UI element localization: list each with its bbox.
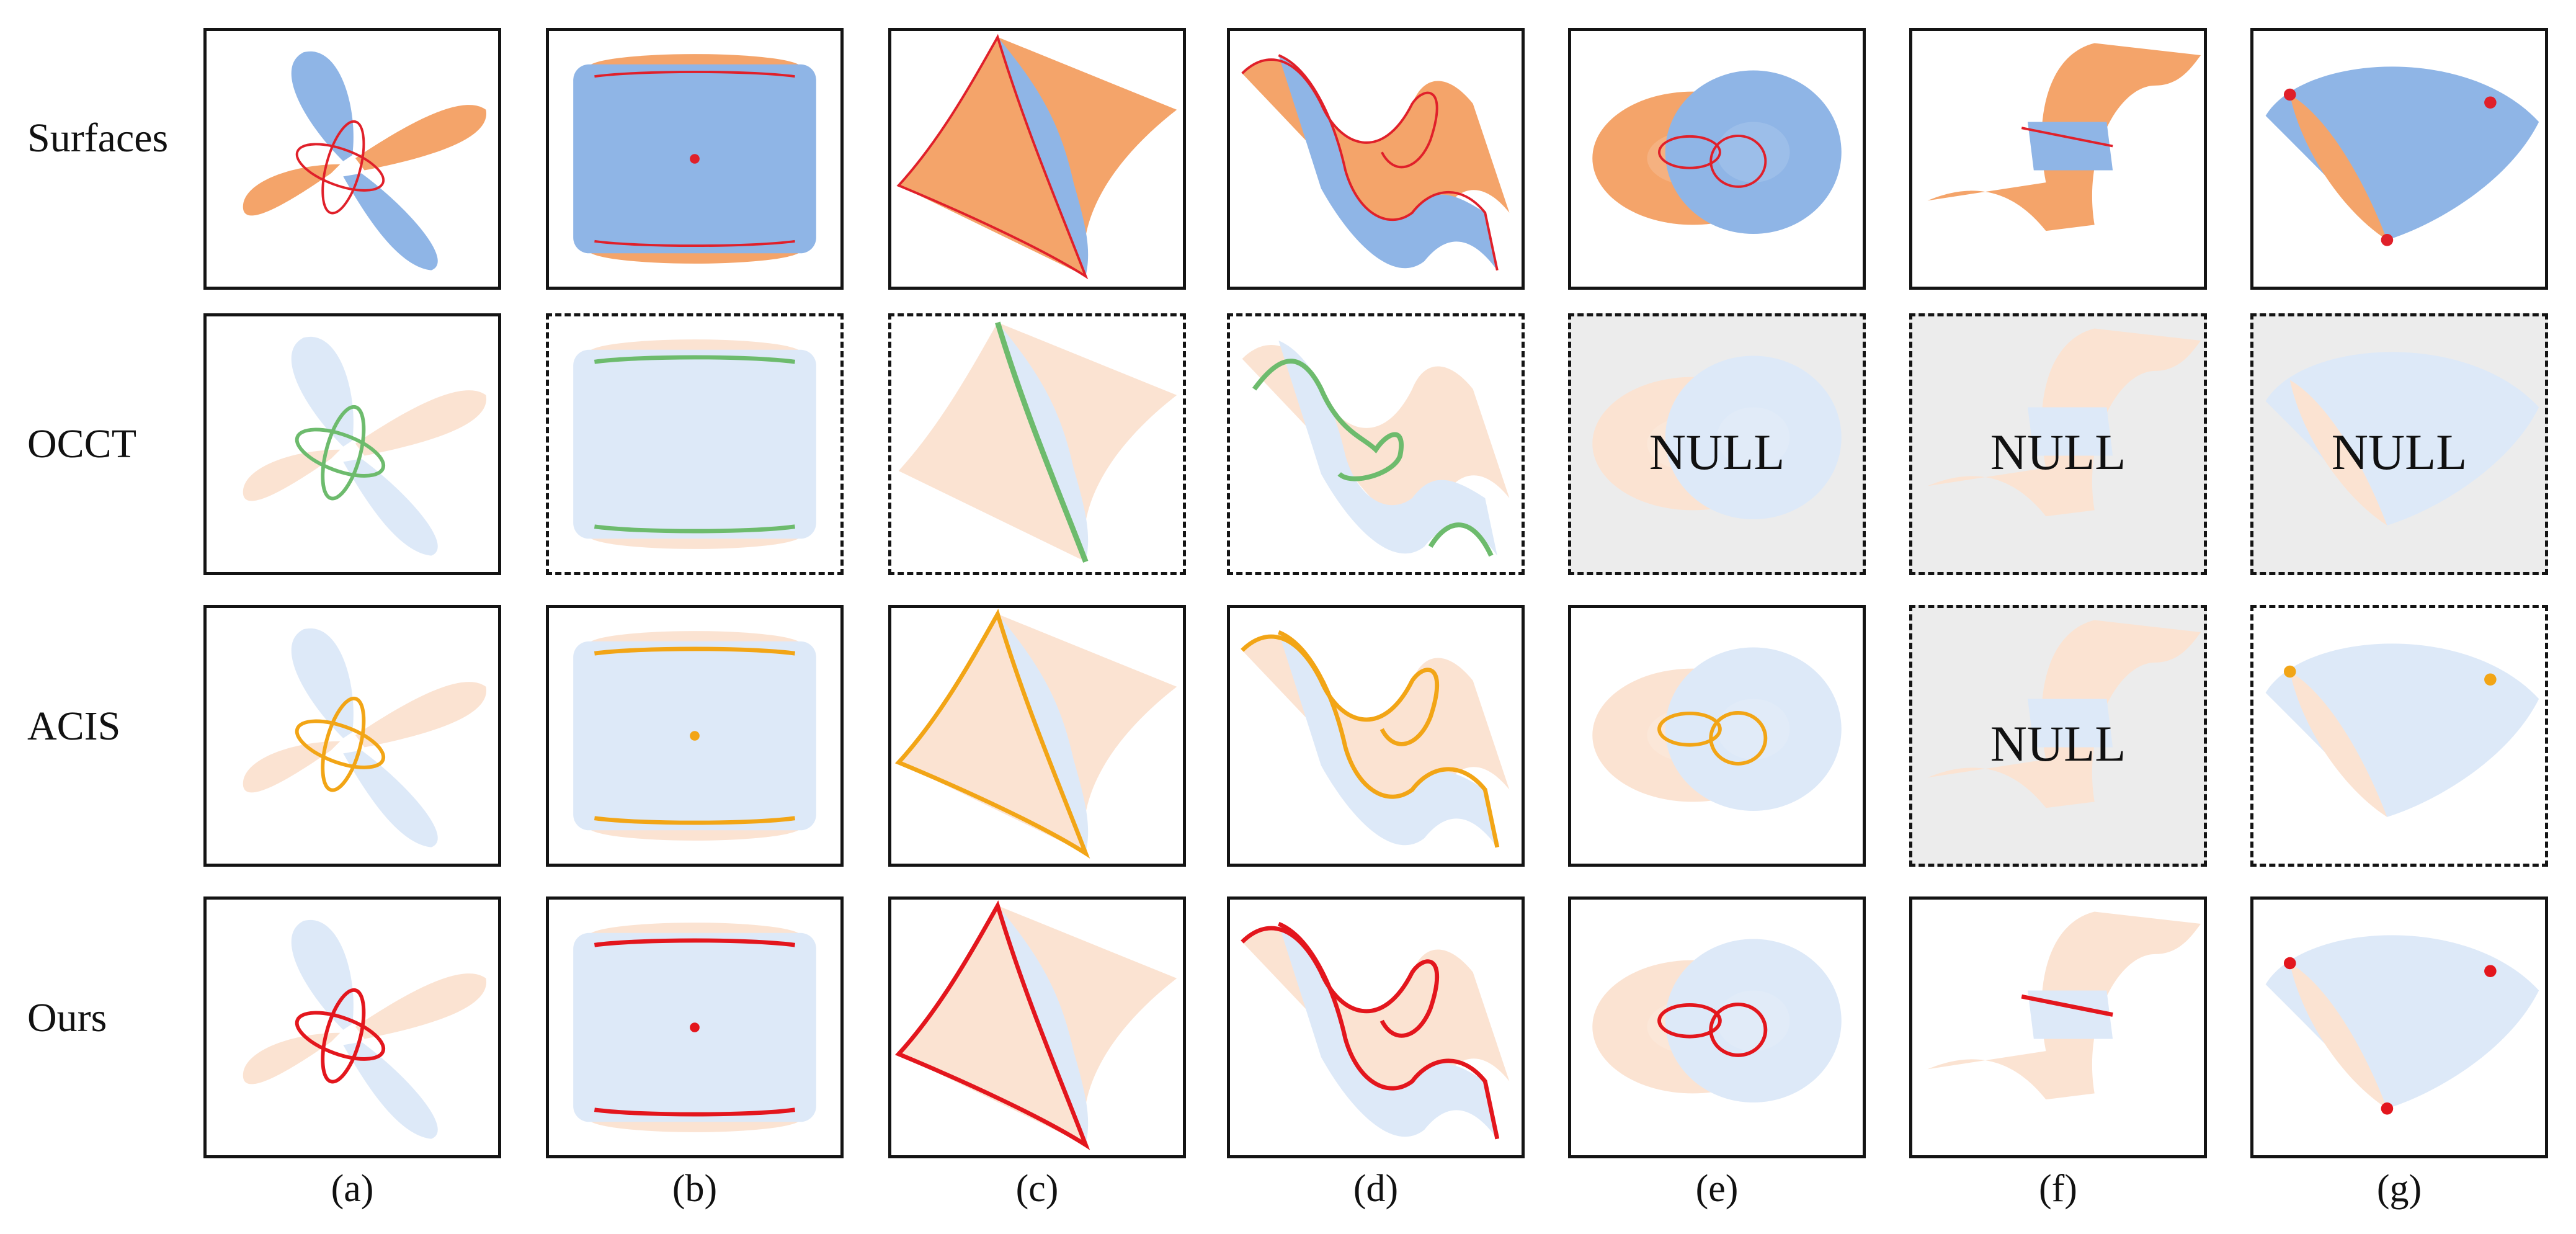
cell-acis-e bbox=[1568, 605, 1866, 867]
column-label-f: (f) bbox=[2039, 1168, 2077, 1210]
surface-illustration bbox=[1592, 70, 1842, 235]
surface-illustration bbox=[573, 54, 816, 264]
surface-illustration bbox=[1927, 328, 2201, 517]
cell-surfaces-g bbox=[2250, 28, 2548, 290]
surface-illustration bbox=[894, 900, 1177, 1150]
cell-occt-c bbox=[888, 313, 1186, 575]
cell-acis-b bbox=[546, 605, 844, 867]
row-label-occt: OCCT bbox=[27, 421, 137, 467]
surface-illustration bbox=[898, 321, 1177, 563]
column-label-b: (b) bbox=[672, 1168, 718, 1210]
surface-illustration bbox=[243, 628, 487, 847]
surface-illustration bbox=[243, 336, 487, 556]
surface-illustration bbox=[896, 34, 1177, 280]
cell-ours-c bbox=[888, 896, 1186, 1158]
surface-illustration bbox=[1927, 911, 2201, 1100]
cell-occt-e: NULL bbox=[1568, 313, 1866, 575]
cell-ours-a bbox=[203, 896, 501, 1158]
row-label-surfaces: Surfaces bbox=[27, 115, 169, 161]
surface-illustration bbox=[1241, 921, 1510, 1140]
surface-illustration bbox=[1592, 939, 1842, 1103]
surface-illustration bbox=[1592, 647, 1842, 811]
cell-occt-d bbox=[1227, 313, 1525, 575]
cell-occt-g: NULL bbox=[2250, 313, 2548, 575]
cell-occt-b bbox=[546, 313, 844, 575]
cell-ours-e bbox=[1568, 896, 1866, 1158]
null-result-label: NULL bbox=[1649, 424, 1785, 480]
column-label-a: (a) bbox=[331, 1168, 374, 1210]
row-label-acis: ACIS bbox=[27, 704, 121, 749]
cell-ours-b bbox=[546, 896, 844, 1158]
cell-surfaces-d bbox=[1227, 28, 1525, 290]
surface-illustration bbox=[1927, 620, 2201, 808]
column-label-g: (g) bbox=[2376, 1168, 2422, 1210]
cell-acis-g bbox=[2250, 605, 2548, 867]
null-result-label: NULL bbox=[2331, 424, 2467, 480]
cell-ours-g bbox=[2250, 896, 2548, 1158]
surface-illustration bbox=[243, 51, 487, 270]
surface-illustration bbox=[894, 609, 1177, 859]
cell-acis-c bbox=[888, 605, 1186, 867]
surface-illustration bbox=[1242, 341, 1510, 557]
surface-illustration bbox=[573, 631, 816, 841]
cell-surfaces-a bbox=[203, 28, 501, 290]
cell-acis-a bbox=[203, 605, 501, 867]
surface-illustration bbox=[1592, 355, 1842, 520]
cell-surfaces-e bbox=[1568, 28, 1866, 290]
surface-illustration bbox=[2265, 352, 2539, 525]
cell-surfaces-c bbox=[888, 28, 1186, 290]
surface-illustration bbox=[243, 919, 487, 1139]
surface-illustration bbox=[1927, 43, 2201, 231]
surface-illustration bbox=[1241, 630, 1510, 848]
null-result-label: NULL bbox=[1990, 715, 2126, 772]
cell-acis-f: NULL bbox=[1909, 605, 2207, 867]
surface-illustration bbox=[2265, 643, 2539, 817]
surface-illustration bbox=[1241, 54, 1510, 271]
cell-ours-f bbox=[1909, 896, 2207, 1158]
null-result-label: NULL bbox=[1990, 424, 2126, 480]
cell-surfaces-b bbox=[546, 28, 844, 290]
column-label-c: (c) bbox=[1015, 1168, 1059, 1210]
surface-illustration bbox=[2265, 935, 2539, 1115]
cell-ours-d bbox=[1227, 896, 1525, 1158]
surface-illustration bbox=[2265, 66, 2539, 246]
surface-illustration bbox=[573, 339, 816, 549]
column-label-e: (e) bbox=[1695, 1168, 1739, 1210]
column-label-d: (d) bbox=[1353, 1168, 1399, 1210]
cell-acis-d bbox=[1227, 605, 1525, 867]
row-label-ours: Ours bbox=[27, 995, 107, 1040]
surface-illustration bbox=[573, 923, 816, 1132]
cell-occt-f: NULL bbox=[1909, 313, 2207, 575]
cell-surfaces-f bbox=[1909, 28, 2207, 290]
cell-occt-a bbox=[203, 313, 501, 575]
